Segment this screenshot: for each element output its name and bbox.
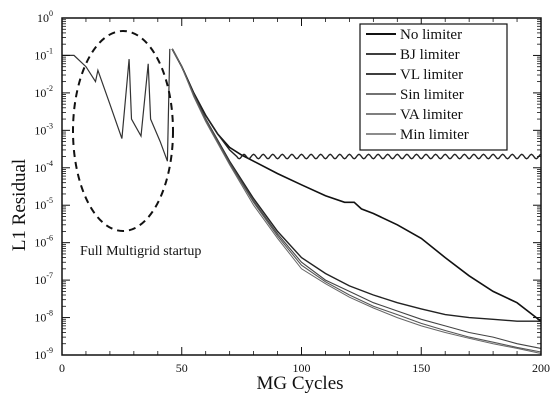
x-tick-label: 0 bbox=[59, 361, 65, 375]
plot-area bbox=[62, 48, 542, 354]
y-tick-label: 10-8 bbox=[34, 309, 53, 325]
x-tick-label: 100 bbox=[293, 361, 311, 375]
legend-label: Min limiter bbox=[400, 127, 469, 143]
y-tick-label: 10-3 bbox=[34, 121, 53, 137]
x-axis-title: MG Cycles bbox=[256, 373, 343, 393]
legend: No limiter BJ limiter VL limiter Sin limite… bbox=[359, 23, 508, 151]
startup-line bbox=[62, 48, 171, 162]
y-axis-title: L1 Residual bbox=[9, 159, 30, 251]
x-tick-label: 200 bbox=[532, 361, 550, 375]
legend-label: No limiter bbox=[400, 27, 462, 43]
legend-label: Sin limiter bbox=[400, 87, 464, 103]
startup-annotation: Full Multigrid startup bbox=[80, 244, 201, 259]
series-line-min-limiter bbox=[171, 48, 542, 354]
y-tick-label: 100 bbox=[37, 9, 53, 25]
y-tick-label: 10-4 bbox=[34, 159, 53, 175]
y-tick-label: 10-7 bbox=[34, 271, 53, 287]
x-tick-label: 50 bbox=[176, 361, 188, 375]
y-tick-label: 10-9 bbox=[34, 346, 53, 362]
y-tick-label: 10-1 bbox=[34, 46, 53, 62]
series-line-bj-limiter bbox=[171, 48, 542, 160]
legend-label: VL limiter bbox=[400, 67, 463, 83]
y-tick-label: 10-2 bbox=[34, 84, 53, 100]
startup-highlight-ellipse bbox=[72, 30, 174, 232]
legend-label: BJ limiter bbox=[400, 47, 460, 63]
legend-box bbox=[359, 23, 508, 151]
y-tick-label: 10-5 bbox=[34, 196, 53, 212]
legend-label: VA limiter bbox=[400, 107, 463, 123]
x-tick-label: 150 bbox=[412, 361, 430, 375]
series-line-va-limiter bbox=[171, 48, 542, 353]
y-tick-label: 10-6 bbox=[34, 234, 53, 250]
axes: 100 10-1 10-2 10-3 10-4 10-5 10-6 10-7 10-8 10-9 0… bbox=[34, 9, 550, 375]
